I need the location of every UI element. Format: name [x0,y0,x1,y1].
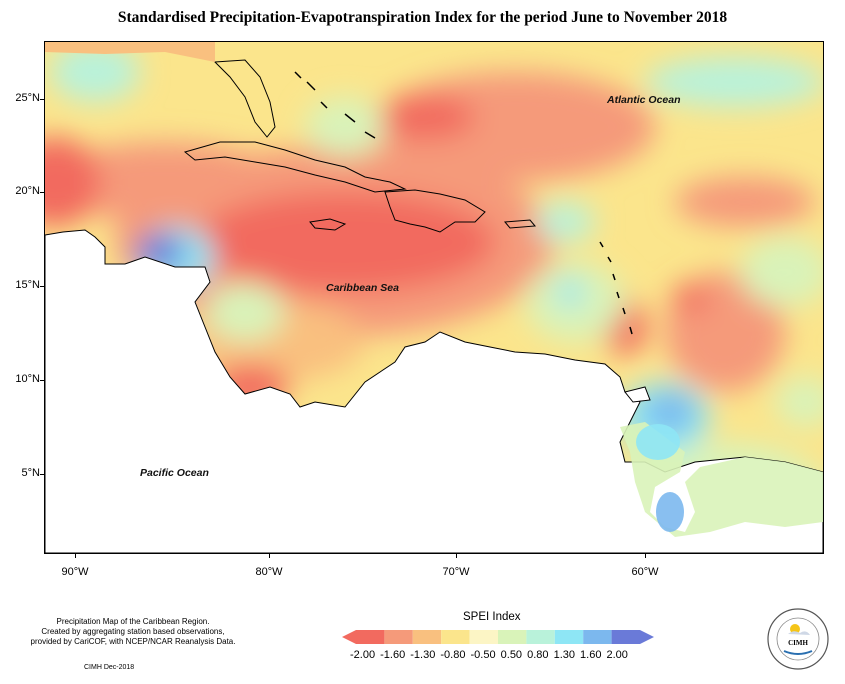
lon-tick-80 [269,553,270,558]
map-title: Standardised Precipitation-Evapotranspir… [117,9,728,26]
legend-swatch-6 [498,630,527,644]
legend-swatch-3 [412,630,442,644]
legend-labels: -2.00 -1.60 -1.30 -0.80 -0.50 0.50 0.80 … [350,649,628,661]
note-line-1: Precipitation Map of the Caribbean Regio… [56,617,210,626]
legend-title: SPEI Index [463,611,521,623]
lat-tick-15 [40,286,44,287]
legend-swatch-10 [611,630,640,644]
lat-label-25: 25°N [15,92,40,104]
lat-tick-25 [40,99,44,100]
legend-swatch-8 [554,630,584,644]
legend-arrow-right [640,630,654,644]
wave-icon [783,650,813,655]
lat-label-15: 15°N [15,279,40,291]
lon-tick-70 [456,553,457,558]
cloud-icon [788,631,810,635]
legend-colorbar [342,630,654,649]
lon-label-80: 80°W [255,566,283,578]
note-line-2: Created by aggregating station based obs… [41,627,225,636]
lat-label-5: 5°N [21,467,40,479]
legend-swatch-2 [384,630,413,644]
note-line-3: provided by CariCOF, with NCEP/NCAR Rean… [30,637,236,646]
lon-tick-90 [75,553,76,558]
lon-label-70: 70°W [442,566,470,578]
legend-swatch-7 [526,630,555,644]
lat-tick-10 [40,380,44,381]
lon-tick-60 [645,553,646,558]
lon-label-60: 60°W [631,566,659,578]
lat-label-10: 10°N [15,373,40,385]
lat-label-20: 20°N [15,185,40,197]
source-note: Precipitation Map of the Caribbean Regio… [18,617,248,647]
sun-icon [790,624,800,634]
lon-label-90: 90°W [61,566,89,578]
legend-swatch-5 [469,630,498,644]
cimh-logo: CIMH [766,607,830,676]
legend-swatch-4 [441,630,470,644]
spei-map [44,41,824,554]
credit-text: CIMH Dec-2018 [84,664,135,671]
logo-text: CIMH [788,639,808,647]
lat-tick-5 [40,474,44,475]
pacific-ocean-label: Pacific Ocean [140,467,209,479]
caribbean-sea-label: Caribbean Sea [326,282,399,294]
legend-swatch-1 [356,630,385,644]
atlantic-ocean-label: Atlantic Ocean [607,94,681,106]
legend-swatch-9 [583,630,612,644]
lat-tick-20 [40,192,44,193]
legend-arrow-left [342,630,356,644]
